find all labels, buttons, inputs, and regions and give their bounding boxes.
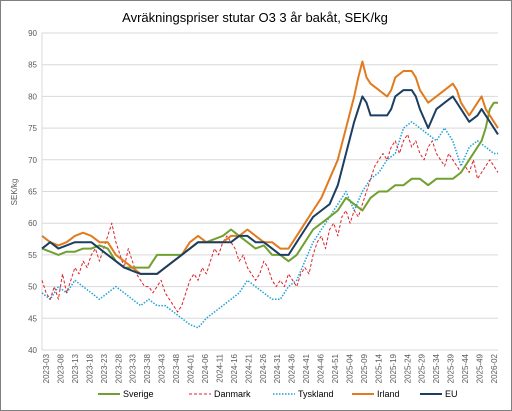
y-tick-label: 90 xyxy=(28,29,37,38)
y-axis-label: SEK/kg xyxy=(10,179,19,206)
y-tick-label: 55 xyxy=(28,251,37,260)
y-tick-label: 50 xyxy=(28,283,37,292)
x-tick-label: 2025-34 xyxy=(432,353,441,383)
x-tick-label: 2024-01 xyxy=(187,353,196,383)
x-tick-label: 2025-09 xyxy=(360,353,369,383)
y-tick-label: 85 xyxy=(28,61,37,70)
x-tick-label: 2024-26 xyxy=(259,353,268,383)
x-tick-label: 2023-23 xyxy=(100,353,109,383)
x-tick-label: 2023-28 xyxy=(114,353,123,383)
series-line-danmark xyxy=(41,133,499,313)
x-tick-label: 2024-16 xyxy=(230,353,239,383)
y-tick-label: 60 xyxy=(28,219,37,228)
chart-title: Avräkningspriser stutar O3 3 år bakåt, S… xyxy=(122,10,388,25)
series-line-eu xyxy=(41,89,499,275)
x-tick-label: 2023-13 xyxy=(71,353,80,383)
x-tick-label: 2023-33 xyxy=(129,353,138,383)
x-tick-label: 2023-18 xyxy=(85,353,94,383)
x-tick-label: 2025-19 xyxy=(389,353,398,383)
x-tick-label: 2025-39 xyxy=(447,353,456,383)
x-tick-label: 2023-08 xyxy=(56,353,65,383)
x-tick-label: 2024-21 xyxy=(244,353,253,383)
x-tick-label: 2024-46 xyxy=(317,353,326,383)
x-tick-label: 2024-41 xyxy=(302,353,311,383)
y-tick-labels: 40 45 50 55 60 65 70 75 80 85 90 xyxy=(28,29,37,355)
legend-label-sverige: Sverige xyxy=(123,389,154,399)
y-tick-label: 80 xyxy=(28,92,37,101)
series-lines xyxy=(41,60,499,329)
x-tick-label: 2025-49 xyxy=(476,353,485,383)
y-tick-label: 40 xyxy=(28,346,37,355)
y-tick-label: 70 xyxy=(28,156,37,165)
series-line-tyskland xyxy=(41,121,498,329)
x-tick-label: 2024-36 xyxy=(288,353,297,383)
x-tick-label: 2024-06 xyxy=(201,353,210,383)
x-tick-label: 2023-48 xyxy=(172,353,181,383)
x-tick-label: 2025-44 xyxy=(461,353,470,383)
x-tick-label: 2025-14 xyxy=(374,353,383,383)
x-tick-label: 2023-03 xyxy=(42,353,51,383)
x-tick-label: 2025-04 xyxy=(345,353,354,383)
legend: Sverige Danmark Tyskland Irland EU xyxy=(98,389,458,399)
series-line-irland xyxy=(41,60,499,275)
x-tick-label: 2024-51 xyxy=(331,353,340,383)
x-tick-label: 2024-31 xyxy=(273,353,282,383)
y-tick-label: 75 xyxy=(28,124,37,133)
legend-label-irland: Irland xyxy=(377,389,400,399)
x-tick-label: 2023-43 xyxy=(158,353,167,383)
x-tick-label: 2023-38 xyxy=(143,353,152,383)
y-tick-label: 65 xyxy=(28,188,37,197)
legend-label-eu: EU xyxy=(445,389,458,399)
x-tick-label: 2025-24 xyxy=(403,353,412,383)
legend-label-tyskland: Tyskland xyxy=(298,389,334,399)
x-tick-label: 2024-11 xyxy=(215,353,224,382)
x-tick-labels: 2023-03 2023-08 2023-13 2023-18 2023-23 2023-… xyxy=(42,353,499,383)
legend-label-danmark: Danmark xyxy=(214,389,251,399)
x-tick-label: 2025-29 xyxy=(418,353,427,383)
grid-lines xyxy=(41,32,498,351)
y-tick-label: 45 xyxy=(28,314,37,323)
x-tick-label: 2026-02 xyxy=(490,353,499,383)
